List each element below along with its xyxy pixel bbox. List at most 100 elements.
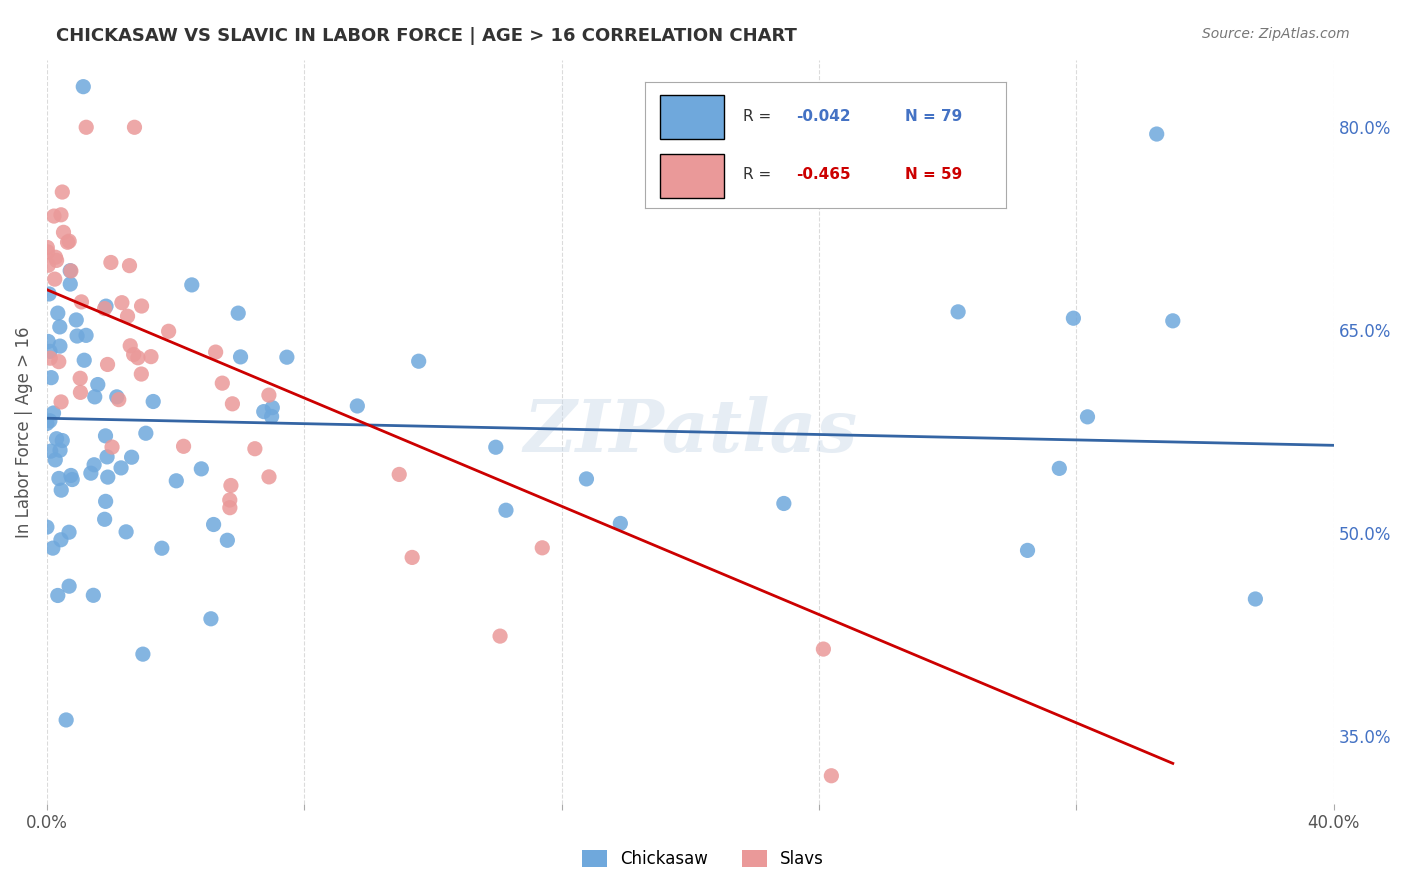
Point	[39, 351, 62, 366]
Point	[49, 319, 72, 334]
Point	[132, 647, 155, 661]
Point	[59, 263, 82, 277]
Point	[131, 299, 153, 313]
Point	[101, 440, 124, 454]
Point	[49, 395, 72, 409]
Point	[58, 234, 80, 248]
Point	[1047, 461, 1070, 475]
Point	[814, 824, 837, 838]
Point	[257, 388, 280, 402]
Point	[946, 305, 969, 319]
Point	[58, 525, 80, 540]
Point	[55, 713, 77, 727]
Point	[52, 225, 75, 239]
Point	[346, 399, 368, 413]
Point	[42, 209, 65, 223]
Point	[80, 466, 103, 480]
Point	[531, 541, 554, 555]
Point	[48, 471, 70, 485]
Point	[190, 462, 212, 476]
Text: ZIPatlas: ZIPatlas	[523, 396, 858, 467]
Point	[51, 185, 73, 199]
Point	[243, 442, 266, 456]
Point	[131, 367, 153, 381]
Point	[51, 434, 73, 448]
Point	[37, 244, 59, 259]
Point	[59, 468, 82, 483]
Point	[66, 329, 89, 343]
Point	[609, 516, 631, 531]
Point	[408, 354, 430, 368]
Point	[1161, 314, 1184, 328]
Point	[70, 294, 93, 309]
Point	[388, 467, 411, 482]
Point	[45, 253, 67, 268]
Point	[38, 287, 60, 301]
Point	[122, 347, 145, 361]
Point	[75, 328, 97, 343]
Point	[93, 512, 115, 526]
Point	[48, 354, 70, 368]
Point	[221, 397, 243, 411]
Point	[1161, 824, 1184, 838]
Point	[772, 496, 794, 510]
Point	[73, 353, 96, 368]
Point	[58, 579, 80, 593]
Point	[49, 339, 72, 353]
Point	[97, 470, 120, 484]
Y-axis label: In Labor Force | Age > 16: In Labor Force | Age > 16	[15, 326, 32, 538]
Point	[75, 120, 97, 135]
Point	[46, 589, 69, 603]
Point	[1146, 127, 1168, 141]
Point	[124, 120, 146, 135]
Point	[39, 370, 62, 384]
Point	[42, 406, 65, 420]
Point	[38, 414, 60, 428]
Point	[260, 409, 283, 424]
Point	[35, 520, 58, 534]
Point	[37, 258, 59, 272]
Point	[82, 588, 104, 602]
Point	[820, 769, 842, 783]
Point	[49, 208, 72, 222]
Point	[217, 533, 239, 548]
Point	[83, 458, 105, 472]
Point	[485, 440, 508, 454]
Point	[135, 426, 157, 441]
Point	[229, 350, 252, 364]
Point	[60, 473, 83, 487]
Text: Source: ZipAtlas.com: Source: ZipAtlas.com	[1202, 27, 1350, 41]
Point	[100, 255, 122, 269]
Point	[44, 453, 66, 467]
Text: CHICKASAW VS SLAVIC IN LABOR FORCE | AGE > 16 CORRELATION CHART: CHICKASAW VS SLAVIC IN LABOR FORCE | AGE…	[56, 27, 797, 45]
Point	[1011, 824, 1033, 838]
Point	[59, 277, 82, 291]
Point	[1001, 824, 1024, 838]
Point	[45, 432, 67, 446]
Point	[94, 429, 117, 443]
Point	[56, 235, 79, 250]
Point	[813, 642, 835, 657]
Point	[253, 404, 276, 418]
Point	[211, 376, 233, 391]
Point	[875, 824, 897, 838]
Point	[37, 334, 59, 349]
Point	[180, 277, 202, 292]
Point	[908, 824, 931, 838]
Point	[204, 345, 226, 359]
Point	[96, 450, 118, 464]
Point	[87, 377, 110, 392]
Point	[46, 306, 69, 320]
Point	[1244, 592, 1267, 607]
Point	[93, 301, 115, 316]
Point	[219, 478, 242, 492]
Point	[165, 474, 187, 488]
Point	[489, 629, 512, 643]
Point	[59, 264, 82, 278]
Point	[39, 344, 62, 359]
Point	[121, 450, 143, 465]
Point	[110, 461, 132, 475]
Point	[139, 350, 162, 364]
Point	[118, 259, 141, 273]
Point	[226, 306, 249, 320]
